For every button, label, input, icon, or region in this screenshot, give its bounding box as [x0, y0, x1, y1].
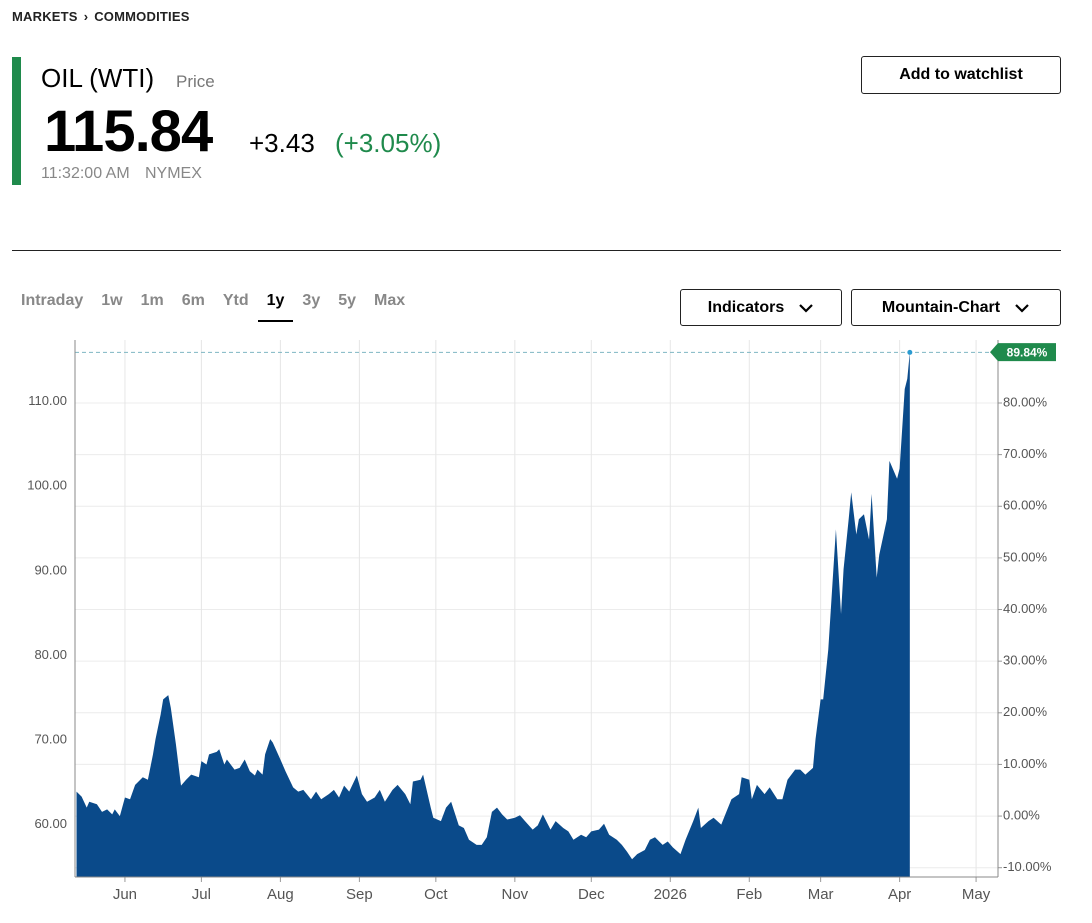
- y-tick-label: 90.00: [34, 562, 67, 577]
- y2-tick-label: 60.00%: [1003, 498, 1048, 513]
- x-tick-label: Dec: [578, 886, 605, 903]
- y2-tick-label: 40.00%: [1003, 601, 1048, 616]
- quote-time: 11:32:00 AM: [41, 165, 130, 182]
- range-tab[interactable]: 5y: [338, 292, 357, 309]
- y-tick-label: 110.00: [28, 393, 67, 408]
- button-label: Add to watchlist: [899, 66, 1023, 83]
- chevron: [1015, 303, 1029, 313]
- last-point: [907, 349, 913, 355]
- range-tab[interactable]: Intraday: [21, 292, 84, 309]
- range-tab[interactable]: 1m: [140, 292, 164, 309]
- instrument-name: OIL (WTI): [41, 63, 155, 93]
- price: 115.84: [44, 99, 213, 164]
- y2-tick-label: 50.00%: [1003, 549, 1048, 564]
- exchange: NYMEX: [145, 165, 202, 182]
- range-tabs: Intraday 1w 1m 6m Ytd 1y 3y 5y Max: [12, 290, 414, 322]
- chart: 60.00 70.00 80.00 90.00 100.00 110.00 -10.00% 0…: [27, 340, 1056, 903]
- x-tick-label: Mar: [808, 886, 834, 903]
- range-tab[interactable]: 1y: [257, 290, 294, 322]
- range-tab[interactable]: 6m: [181, 292, 205, 309]
- change: +3.43: [249, 128, 315, 158]
- button-label: Mountain-Chart: [881, 298, 1001, 316]
- x-tick-label: Feb: [736, 886, 762, 903]
- y2-tick-label: 70.00%: [1003, 446, 1048, 461]
- x-tick-label: Oct: [424, 886, 448, 903]
- button-label: Indicators: [707, 298, 785, 316]
- y-tick-label: 60.00: [34, 816, 67, 831]
- x-tick-label: Jul: [192, 886, 211, 903]
- x-tick-label: Nov: [501, 886, 528, 903]
- accent-bar: [12, 57, 21, 185]
- x-tick-label: 2026: [654, 886, 687, 903]
- range-tab[interactable]: 3y: [302, 292, 321, 309]
- y-tick-label: 70.00: [34, 731, 67, 746]
- x-tick-label: Aug: [267, 886, 294, 903]
- y2-tick-label: -10.00%: [1003, 859, 1052, 874]
- range-tab[interactable]: Max: [374, 292, 406, 309]
- y2-tick-label: 80.00%: [1003, 394, 1048, 409]
- divider: [12, 250, 1061, 251]
- indicators-dropdown[interactable]: Indicators: [680, 289, 842, 326]
- change-percent: (+3.05%): [335, 128, 442, 158]
- x-tick-label: Jun: [113, 886, 137, 903]
- price-label: Price: [176, 72, 215, 91]
- y-tick-label: 100.00: [27, 478, 67, 493]
- y2-tick-label: 0.00%: [1003, 808, 1040, 823]
- area: [76, 352, 910, 877]
- separator: ›: [83, 9, 89, 24]
- crumb[interactable]: COMMODITIES: [94, 9, 190, 24]
- watchlist-button[interactable]: Add to watchlist: [861, 56, 1061, 94]
- last-change-tag: [990, 343, 1056, 362]
- crumb[interactable]: MARKETS: [12, 9, 78, 24]
- y2-tick-label: 20.00%: [1003, 704, 1048, 719]
- y-tick-label: 80.00: [34, 647, 67, 662]
- y2-tick-label: 10.00%: [1003, 756, 1048, 771]
- x-tick-label: May: [962, 886, 991, 903]
- x-tick-label: Apr: [888, 886, 911, 903]
- range-tab[interactable]: Ytd: [222, 292, 249, 309]
- breadcrumb: MARKETS › COMMODITIES: [12, 9, 190, 24]
- last-change-label: 89.84%: [1007, 345, 1048, 359]
- range-tab[interactable]: 1w: [101, 292, 123, 309]
- chart-type-dropdown[interactable]: Mountain-Chart: [851, 289, 1061, 326]
- y2-tick-label: 30.00%: [1003, 653, 1048, 668]
- chevron: [799, 303, 814, 313]
- x-tick-label: Sep: [346, 886, 373, 903]
